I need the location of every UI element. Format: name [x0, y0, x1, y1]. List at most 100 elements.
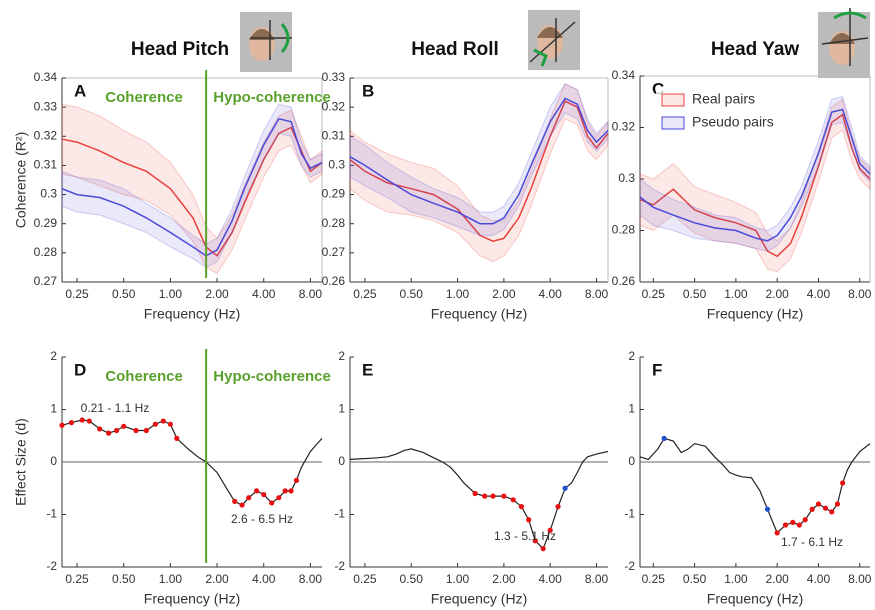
region-label: Hypo-coherence [213, 89, 331, 106]
panel: 0.26 0.27 0.28 0.29 0.3 0.31 0.32 0.33 0.25 0.50 1… [322, 39, 609, 322]
significant-point [790, 519, 796, 525]
x-tick-label: 2.00 [765, 572, 789, 586]
legend-label: Real pairs [692, 91, 755, 107]
y-tick-label: 0.3 [618, 171, 635, 185]
significant-point [518, 504, 525, 510]
significant-point [143, 427, 149, 434]
y-tick-label: 1 [50, 402, 57, 416]
x-tick-label: 8.00 [585, 287, 609, 301]
y-tick-label: 0 [628, 454, 635, 468]
significant-point [160, 418, 166, 424]
y-tick-label: 1 [628, 402, 635, 416]
annotation: 1.3 - 5.1 Hz [494, 529, 556, 543]
panel-label: F [652, 360, 662, 379]
significant-point [490, 493, 496, 499]
significant-point [276, 495, 282, 501]
significant-point [802, 517, 808, 523]
significant-point [68, 420, 75, 426]
panel-label: E [362, 360, 373, 379]
x-tick-label: 0.50 [683, 572, 707, 586]
x-tick-label: 2.00 [492, 572, 516, 586]
annotation: 1.7 - 6.1 Hz [781, 535, 843, 549]
y-tick-label: 0.32 [612, 120, 636, 134]
x-tick-label: 2.00 [205, 572, 229, 586]
chart-title: Head Pitch [131, 39, 229, 60]
head-icon [818, 8, 870, 78]
significant-point [472, 490, 478, 497]
significant-point [79, 417, 85, 423]
y-tick-label: 0.29 [34, 216, 58, 230]
x-tick-label: 0.50 [112, 287, 136, 301]
significant-point [501, 493, 507, 499]
series-line [349, 448, 609, 550]
y-axis-label: Coherence (R²) [13, 132, 29, 228]
significant-point [782, 522, 789, 528]
y-tick-label: -1 [334, 507, 345, 521]
y-tick-label: 0 [50, 454, 57, 468]
significant-point [97, 426, 103, 432]
legend-label: Pseudo pairs [692, 114, 774, 130]
y-tick-label: 0.3 [328, 158, 345, 172]
y-tick-label: -1 [46, 507, 57, 521]
significant-point [526, 517, 532, 523]
x-tick-label: 0.50 [112, 572, 136, 586]
x-axis-label: Frequency (Hz) [431, 591, 527, 607]
significant-point [764, 506, 771, 512]
x-tick-label: 0.50 [400, 287, 424, 301]
significant-point [121, 423, 127, 429]
series-line [639, 437, 871, 534]
y-tick-label: 0.34 [34, 70, 58, 84]
significant-point [106, 430, 112, 436]
x-tick-label: 0.25 [353, 572, 377, 586]
y-tick-label: 0.31 [322, 128, 346, 142]
significant-point [167, 421, 173, 427]
significant-point [59, 422, 65, 428]
y-tick-label: 0.31 [34, 158, 58, 172]
y-tick-label: -2 [334, 559, 345, 573]
y-tick-label: 1 [338, 402, 345, 416]
x-tick-label: 8.00 [299, 287, 323, 301]
x-tick-label: 8.00 [848, 572, 872, 586]
panel: -2 -1 0 1 2 0.25 0.50 1.00 2.00 4.00 8.00 Frequency… [13, 349, 331, 607]
annotation: 0.21 - 1.1 Hz [81, 401, 150, 415]
x-tick-label: 1.00 [446, 287, 470, 301]
y-axis-label: Effect Size (d) [13, 418, 29, 506]
annotation: 2.6 - 6.5 Hz [231, 512, 293, 526]
series-line [639, 108, 871, 242]
x-axis-label: Frequency (Hz) [707, 591, 803, 607]
significant-point [796, 522, 802, 528]
x-tick-label: 0.50 [683, 287, 707, 301]
significant-point [293, 477, 300, 483]
y-tick-label: -1 [624, 507, 635, 521]
panel-label: A [74, 81, 86, 100]
significant-point [822, 505, 829, 511]
significant-point [261, 491, 267, 498]
y-tick-label: -2 [46, 559, 57, 573]
series-line [349, 97, 609, 225]
x-tick-label: 8.00 [848, 287, 872, 301]
legend-box [656, 88, 814, 136]
significant-point [540, 546, 546, 552]
y-tick-label: 0.27 [322, 245, 346, 259]
x-axis-label: Frequency (Hz) [144, 591, 240, 607]
x-tick-label: 1.00 [446, 572, 470, 586]
significant-point [532, 538, 538, 544]
significant-point [86, 418, 92, 424]
x-tick-label: 0.25 [65, 572, 89, 586]
y-tick-label: 2 [338, 349, 345, 363]
y-tick-label: 0.34 [612, 68, 636, 82]
x-tick-label: 8.00 [585, 572, 609, 586]
legend-swatch [661, 93, 685, 107]
x-tick-label: 0.50 [400, 572, 424, 586]
significant-point [547, 527, 553, 533]
x-tick-label: 1.00 [159, 287, 183, 301]
significant-point [774, 530, 780, 536]
significant-point [809, 506, 815, 512]
significant-point [840, 480, 846, 486]
region-label: Hypo-coherence [213, 368, 331, 385]
region-label: Coherence [105, 89, 183, 106]
x-tick-label: 4.00 [252, 572, 276, 586]
chart-title: Head Roll [411, 39, 499, 60]
y-tick-label: 0.32 [322, 99, 346, 113]
